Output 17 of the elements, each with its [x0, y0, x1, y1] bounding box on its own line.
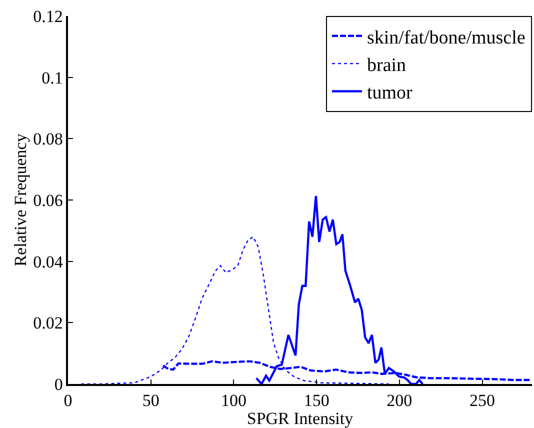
y-tick-label: 0 — [54, 374, 63, 394]
y-tick-label: 0.12 — [33, 6, 63, 26]
y-tick-label: 0.02 — [33, 314, 63, 333]
x-tick-label: 100 — [220, 391, 246, 410]
x-tick-label: 200 — [386, 391, 412, 410]
y-tick-label: 0.04 — [33, 252, 64, 272]
y-tick-label: 0.1 — [42, 68, 63, 88]
legend-label: skin/fat/bone/muscle — [367, 27, 526, 48]
x-tick-label: 250 — [470, 391, 496, 410]
y-tick-label: 0.08 — [33, 130, 63, 149]
legend-label: brain — [367, 54, 407, 76]
y-axis-title: Relative Frequency — [11, 133, 30, 266]
legend-label: tumor — [367, 82, 414, 104]
y-tick-label: 0.06 — [33, 190, 63, 210]
x-tick-label: 50 — [142, 391, 160, 410]
x-axis-title: SPGR Intensity — [246, 409, 354, 428]
x-tick-label: 150 — [304, 391, 330, 410]
